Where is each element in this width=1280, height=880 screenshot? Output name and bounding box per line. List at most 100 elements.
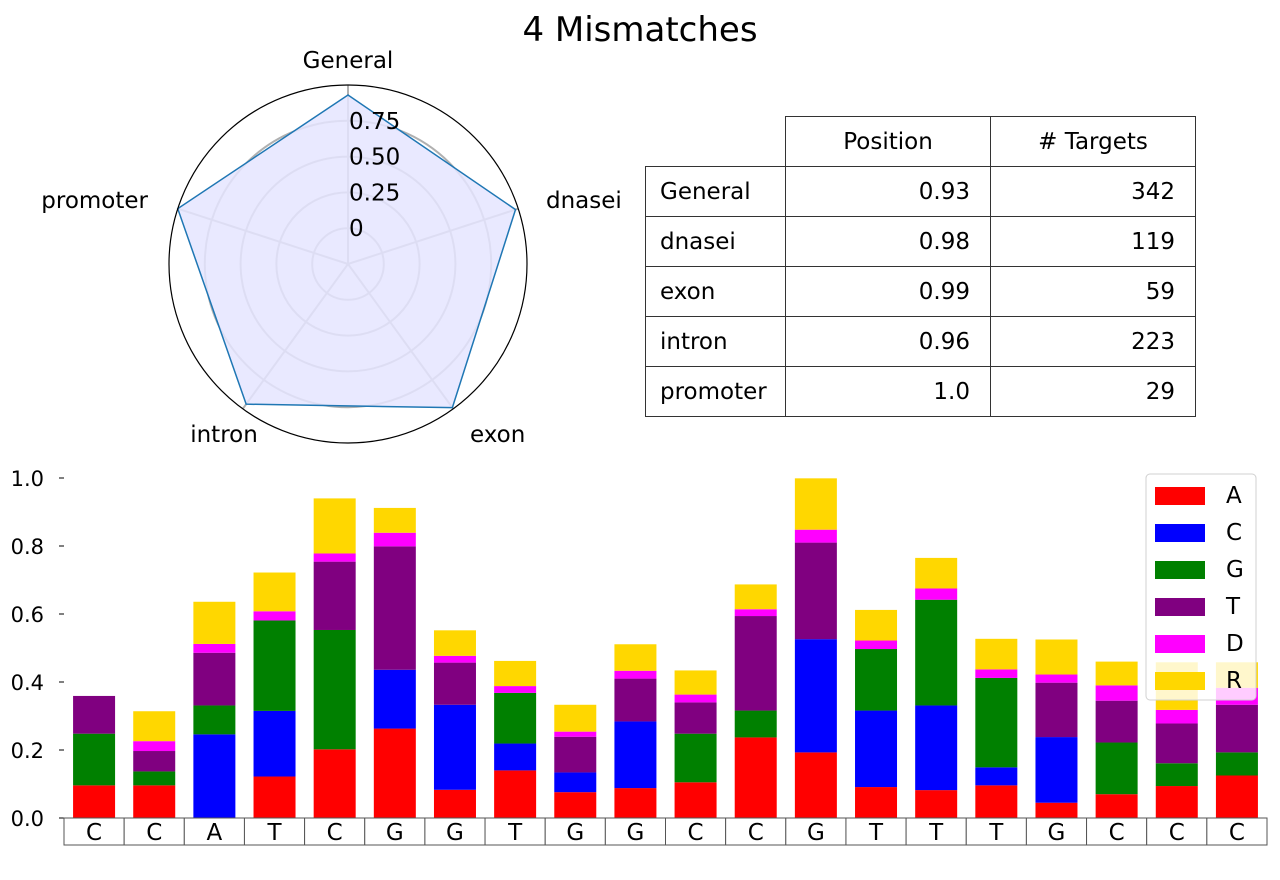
bar-segment-A [915, 790, 958, 818]
bar-segment-G [674, 733, 717, 783]
bar-segment-A [1035, 802, 1078, 818]
bar-segment-R [253, 572, 296, 612]
bar-segment-C [614, 721, 657, 789]
bar-segment-G [1155, 763, 1198, 787]
position-cell: 1.0 [785, 366, 991, 417]
bar-segment-T [1035, 682, 1078, 738]
bar-segment-R [794, 478, 837, 530]
bar-segment-R [1095, 661, 1138, 686]
x-category-cell [123, 817, 185, 846]
bar-segment-T [614, 678, 657, 722]
radar-tick-label: 0.25 [349, 180, 400, 206]
x-tick-label: T [868, 820, 884, 846]
bar-segment-D [1095, 685, 1138, 701]
x-category-cell [965, 817, 1027, 846]
bar-segment-R [674, 670, 717, 695]
y-tick-label: 0.8 [11, 535, 44, 559]
bar-segment-C [433, 704, 476, 790]
x-tick-label: C [327, 820, 343, 846]
bar-segment-T [373, 546, 416, 670]
bar-segment-R [1035, 639, 1078, 675]
x-tick-label: C [1169, 820, 1185, 846]
bar-segment-T [674, 702, 717, 734]
bar-segment-R [1155, 662, 1198, 710]
legend-frame [1145, 473, 1257, 701]
table-row: intron 0.96 223 [645, 316, 1196, 367]
bar-segment-C [193, 734, 236, 818]
bar-segment-R [855, 609, 898, 641]
bar-segment-G [975, 677, 1018, 768]
x-tick-label: G [446, 820, 464, 846]
bar-segment-R [915, 557, 958, 589]
table-corner-cell [645, 116, 786, 167]
x-category-cell [243, 817, 306, 846]
bar-segment-D [193, 643, 236, 653]
bar-segment-A [1095, 794, 1138, 818]
radar-axis-label: exon [470, 422, 525, 448]
bar-segment-G [133, 771, 176, 786]
bar-segment-T [1095, 700, 1138, 743]
bar-segment-A [794, 752, 837, 818]
bar-segment-D [1155, 709, 1198, 724]
legend-swatch-R [1155, 672, 1205, 690]
x-category-cell [1146, 817, 1208, 846]
row-label: dnasei [645, 216, 786, 267]
bar-segment-R [494, 660, 537, 687]
bar-segment-C [253, 710, 296, 777]
bar-segment-D [1215, 687, 1258, 705]
bar-segment-R [614, 644, 657, 671]
bar-segment-R [433, 630, 476, 656]
x-category-cell [183, 817, 245, 846]
x-tick-label: C [86, 820, 102, 846]
bar-segment-D [734, 609, 777, 617]
radar-axis-label: promoter [41, 188, 148, 214]
x-category-cell [785, 817, 847, 846]
x-category-cell [484, 817, 546, 846]
legend-label: R [1226, 668, 1242, 694]
legend-swatch-A [1155, 487, 1205, 505]
bar-segment-G [313, 629, 356, 750]
table-header-row: Position # Targets [645, 116, 1196, 167]
bar-segment-C [975, 767, 1018, 786]
radar-axis-label: intron [190, 422, 258, 448]
bar-segment-G [734, 710, 777, 738]
row-label: promoter [645, 366, 786, 417]
bar-segment-C [373, 669, 416, 729]
y-tick-label: 0.0 [11, 807, 44, 831]
bar-segment-G [1215, 752, 1258, 776]
x-tick-label: G [566, 820, 584, 846]
bar-segment-A [734, 737, 777, 818]
position-cell: 0.98 [785, 216, 991, 267]
x-tick-label: G [386, 820, 404, 846]
radar-tick-label: 0.75 [349, 109, 400, 135]
radar-series-polygon [176, 94, 517, 409]
legend-label: T [1225, 594, 1241, 620]
bar-segment-A [1215, 775, 1258, 818]
table-row: dnasei 0.98 119 [645, 216, 1196, 267]
x-tick-label: C [688, 820, 704, 846]
targets-cell: 342 [990, 166, 1196, 217]
bar-segment-A [494, 770, 537, 818]
bar-segment-T [734, 616, 777, 711]
bar-segment-A [73, 785, 116, 818]
bar-segment-A [433, 789, 476, 818]
bar-segment-C [554, 772, 597, 793]
bar-segment-A [1155, 786, 1198, 818]
bar-segment-C [855, 710, 898, 788]
bar-segment-D [915, 588, 958, 600]
bar-segment-G [494, 692, 537, 744]
row-label: exon [645, 266, 786, 317]
bar-segment-C [794, 639, 837, 753]
x-tick-label: C [748, 820, 764, 846]
x-category-cell [424, 817, 486, 846]
row-label: General [645, 166, 786, 217]
x-tick-label: A [207, 820, 223, 846]
bar-segment-D [253, 611, 296, 621]
bar-segment-G [193, 705, 236, 735]
stats-table: Position # Targets General 0.93 342 dnas… [645, 116, 1196, 417]
x-category-cell [1025, 817, 1088, 846]
bar-segment-G [1095, 742, 1138, 795]
x-category-cell [665, 817, 727, 846]
bar-segment-D [794, 529, 837, 543]
bar-segment-D [614, 670, 657, 679]
